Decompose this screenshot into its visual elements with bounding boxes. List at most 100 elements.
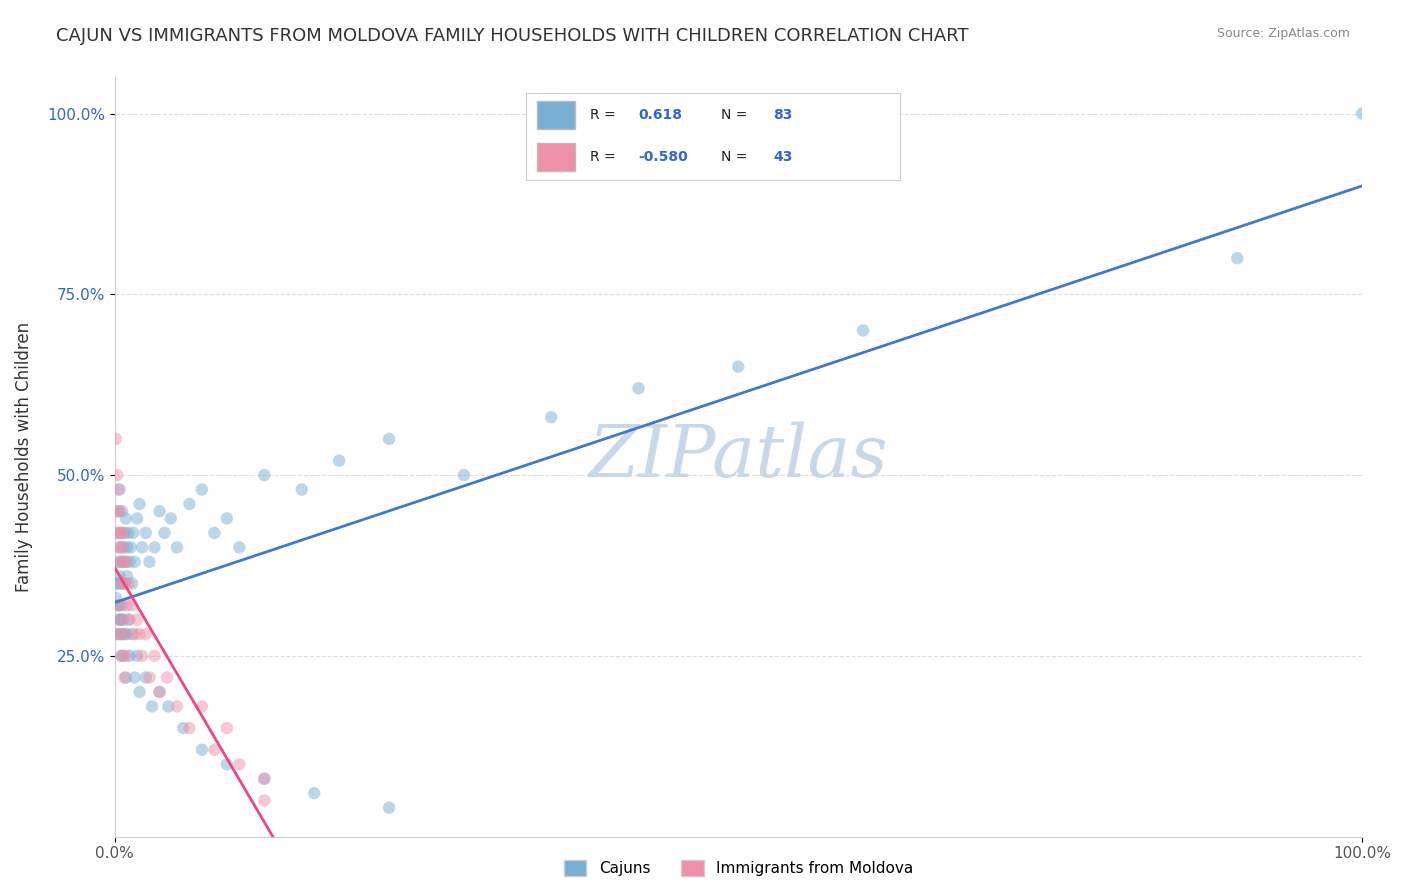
Point	[125, 511, 148, 525]
Point	[253, 793, 276, 807]
Point	[215, 511, 238, 525]
Point	[104, 432, 127, 446]
Point	[148, 685, 170, 699]
Point	[115, 671, 138, 685]
Point	[112, 541, 135, 555]
Point	[107, 504, 129, 518]
Point	[114, 525, 136, 540]
Point	[1351, 106, 1374, 120]
Point	[253, 468, 276, 483]
Point	[110, 555, 132, 569]
Point	[153, 525, 176, 540]
Point	[104, 591, 127, 605]
Point	[202, 525, 225, 540]
Point	[110, 525, 132, 540]
Point	[110, 613, 132, 627]
Text: ZIPatlas: ZIPatlas	[589, 422, 889, 492]
Point	[112, 627, 135, 641]
Point	[115, 627, 138, 641]
Point	[117, 613, 139, 627]
Point	[302, 786, 325, 800]
Point	[138, 671, 160, 685]
Point	[166, 541, 188, 555]
Point	[115, 541, 138, 555]
Point	[131, 541, 153, 555]
Point	[105, 627, 128, 641]
Point	[148, 504, 170, 518]
Point	[378, 800, 401, 814]
Point	[114, 627, 136, 641]
Point	[105, 504, 128, 518]
Point	[124, 671, 146, 685]
Point	[128, 497, 150, 511]
Point	[110, 613, 132, 627]
Point	[121, 627, 143, 641]
Text: Source: ZipAtlas.com: Source: ZipAtlas.com	[1216, 27, 1350, 40]
Point	[135, 671, 157, 685]
Point	[112, 555, 135, 569]
Point	[107, 598, 129, 612]
Point	[156, 671, 179, 685]
Point	[108, 598, 131, 612]
Point	[135, 525, 157, 540]
Point	[108, 541, 131, 555]
Point	[110, 648, 132, 663]
Point	[253, 772, 276, 786]
Point	[253, 772, 276, 786]
Point	[115, 511, 138, 525]
Point	[105, 525, 128, 540]
Point	[107, 598, 129, 612]
Point	[215, 721, 238, 735]
Point	[115, 648, 138, 663]
Point	[157, 699, 180, 714]
Point	[453, 468, 475, 483]
Point	[111, 648, 134, 663]
Point	[378, 432, 401, 446]
Point	[627, 381, 650, 395]
Point	[128, 685, 150, 699]
Point	[115, 598, 138, 612]
Point	[118, 613, 141, 627]
Point	[111, 504, 134, 518]
Point	[215, 757, 238, 772]
Point	[115, 555, 138, 569]
Point	[328, 453, 350, 467]
Point	[128, 627, 150, 641]
Point	[115, 569, 138, 583]
Point	[108, 504, 131, 518]
Text: CAJUN VS IMMIGRANTS FROM MOLDOVA FAMILY HOUSEHOLDS WITH CHILDREN CORRELATION CHA: CAJUN VS IMMIGRANTS FROM MOLDOVA FAMILY …	[56, 27, 969, 45]
Point	[179, 497, 201, 511]
Point	[202, 743, 225, 757]
Point	[124, 555, 146, 569]
Point	[118, 555, 141, 569]
Point	[131, 648, 153, 663]
Point	[110, 555, 132, 569]
Point	[117, 525, 139, 540]
Point	[112, 648, 135, 663]
Point	[179, 721, 201, 735]
Point	[107, 555, 129, 569]
Point	[114, 576, 136, 591]
Point	[111, 598, 134, 612]
Point	[110, 613, 132, 627]
Point	[143, 648, 166, 663]
Point	[143, 541, 166, 555]
Point	[291, 483, 314, 497]
Point	[727, 359, 749, 374]
Point	[172, 721, 194, 735]
Point	[121, 598, 143, 612]
Point	[148, 685, 170, 699]
Point	[108, 483, 131, 497]
Point	[111, 576, 134, 591]
Point	[1226, 251, 1249, 265]
Point	[115, 555, 138, 569]
Legend: Cajuns, Immigrants from Moldova: Cajuns, Immigrants from Moldova	[557, 854, 920, 882]
Point	[112, 525, 135, 540]
Point	[111, 627, 134, 641]
Point	[540, 410, 562, 425]
Point	[105, 468, 128, 483]
Point	[166, 699, 188, 714]
Point	[108, 627, 131, 641]
Point	[159, 511, 181, 525]
Point	[108, 541, 131, 555]
